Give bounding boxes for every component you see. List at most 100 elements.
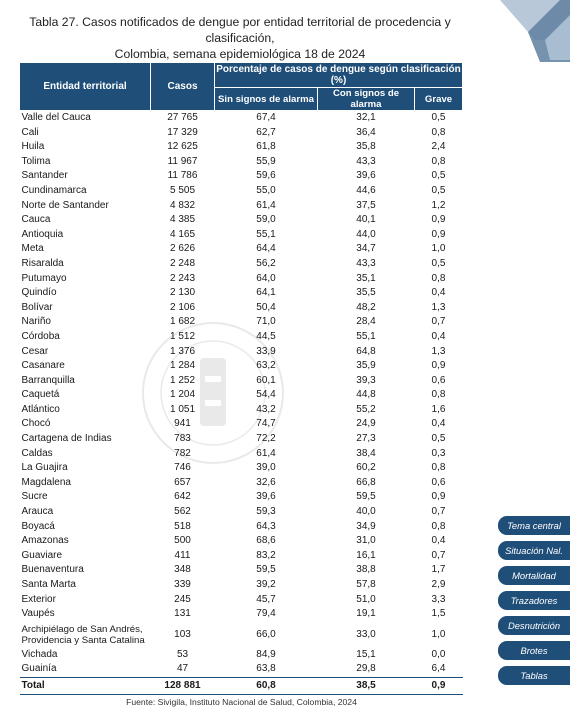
nav-button-brotes[interactable]: Brotes: [498, 641, 570, 660]
con-signos-cell: 35,9: [356, 360, 376, 372]
entity-cell: La Guajira: [21, 462, 68, 474]
table-row: Cartagena de Indias 783 72,2 27,3 0,5: [20, 432, 463, 447]
entity-cell: Cali: [21, 126, 39, 138]
sin-signos-cell: 63,2: [256, 360, 276, 372]
header-grave: Grave: [413, 87, 464, 111]
con-signos-cell: 31,0: [356, 535, 376, 547]
table-row: Chocó 941 74,7 24,9 0,4: [20, 417, 463, 432]
cases-cell: 2 106: [169, 301, 196, 313]
nav-button-mortalidad[interactable]: Mortalidad: [498, 566, 570, 585]
table-row: Cali 17 329 62,7 36,4 0,8: [20, 126, 463, 141]
nav-button-desnutrici-n[interactable]: Desnutrición: [498, 616, 570, 635]
sin-signos-cell: 64,1: [256, 287, 276, 299]
entity-cell: Valle del Cauca: [21, 112, 91, 123]
sin-signos-cell: 61,4: [256, 199, 276, 211]
cases-cell: 1 376: [169, 345, 196, 357]
sin-signos-cell: 59,3: [256, 506, 276, 518]
table-row: Guaviare 411 83,2 16,1 0,7: [20, 549, 463, 564]
nav-button-trazadores[interactable]: Trazadores: [498, 591, 570, 610]
grave-cell: 0,9: [431, 214, 446, 226]
header-con-signos: Con signos de alarma: [317, 87, 415, 111]
cases-cell: 411: [174, 549, 191, 561]
cases-cell: 1 204: [169, 389, 196, 401]
table-row: Arauca 562 59,3 40,0 0,7: [20, 505, 463, 520]
dengue-cases-table: Entidad territorial Casos Porcentaje de …: [19, 62, 464, 695]
grave-cell: 0,8: [431, 520, 446, 532]
table-row: Risaralda 2 248 56,2 43,3 0,5: [20, 257, 463, 272]
cases-cell: 339: [174, 579, 191, 590]
table-row: Guainía 47 63,8 29,8 6,4: [20, 662, 463, 677]
sin-signos-cell: 56,2: [256, 257, 276, 269]
entity-cell: Santa Marta: [21, 579, 76, 590]
sin-signos-cell: 67,4: [256, 112, 276, 123]
entity-cell: Cartagena de Indias: [21, 433, 112, 445]
cases-cell: 1 051: [169, 403, 196, 415]
con-signos-cell: 64,8: [356, 345, 376, 357]
con-signos-cell: 27,3: [356, 433, 376, 445]
entity-cell: Tolima: [21, 155, 51, 167]
sin-signos-cell: 64,3: [256, 520, 276, 532]
con-signos-cell: 32,1: [356, 112, 376, 123]
table-row: Atlántico 1 051 43,2 55,2 1,6: [20, 403, 463, 418]
table-row: Huila 12 625 61,8 35,8 2,4: [20, 140, 463, 155]
sin-signos-cell: 71,0: [256, 316, 276, 328]
table-row: Boyacá 518 64,3 34,9 0,8: [20, 520, 463, 535]
sin-signos-cell: 60,8: [214, 676, 318, 695]
grave-cell: 0,5: [431, 257, 446, 269]
entity-cell: Archipiélago de San Andrés, Providencia …: [21, 623, 145, 646]
entity-cell: Casanare: [21, 360, 65, 372]
con-signos-cell: 29,8: [356, 663, 376, 675]
cases-cell: 518: [174, 520, 191, 532]
grave-cell: 0,5: [431, 112, 446, 123]
cases-cell: 941: [174, 418, 191, 430]
con-signos-cell: 36,4: [356, 126, 376, 138]
con-signos-cell: 16,1: [356, 549, 376, 561]
entity-cell: Vichada: [21, 648, 58, 660]
con-signos-cell: 43,3: [356, 257, 376, 269]
con-signos-cell: 34,9: [356, 520, 376, 532]
grave-cell: 2,4: [431, 141, 446, 153]
table-row: Amazonas 500 68,6 31,0 0,4: [20, 534, 463, 549]
table-row: La Guajira 746 39,0 60,2 0,8: [20, 461, 463, 476]
entity-cell: Arauca: [21, 506, 54, 518]
caption-line-2: Colombia, semana epidemiológica 18 de 20…: [114, 47, 366, 61]
nav-button-situaci-n-nal-[interactable]: Situación Nal.: [498, 541, 570, 560]
grave-cell: 0,7: [431, 506, 446, 518]
con-signos-cell: 40,0: [356, 506, 376, 518]
sin-signos-cell: 55,0: [256, 184, 276, 196]
table-row: Casanare 1 284 63,2 35,9 0,9: [20, 359, 463, 374]
sin-signos-cell: 79,4: [256, 608, 276, 620]
nav-button-tema-central[interactable]: Tema central: [498, 516, 570, 535]
table-row: Vaupés 131 79,4 19,1 1,5: [20, 607, 463, 622]
entity-cell: Boyacá: [21, 520, 55, 532]
cases-cell: 47: [176, 663, 189, 675]
grave-cell: 0,5: [431, 170, 446, 182]
entity-cell: Guaviare: [21, 549, 63, 561]
grave-cell: 0,7: [431, 549, 446, 561]
table-row: Caquetá 1 204 54,4 44,8 0,8: [20, 388, 463, 403]
table-row: Sucre 642 39,6 59,5 0,9: [20, 490, 463, 505]
table-row: Meta 2 626 64,4 34,7 1,0: [20, 242, 463, 257]
entity-cell: Vaupés: [21, 608, 55, 620]
table-row: Córdoba 1 512 44,5 55,1 0,4: [20, 330, 463, 345]
cases-cell: 12 625: [167, 141, 198, 153]
sin-signos-cell: 64,4: [256, 243, 276, 255]
sin-signos-cell: 59,0: [256, 214, 276, 226]
table-row: Valle del Cauca 27 765 67,4 32,1 0,5: [20, 111, 463, 126]
grave-cell: 0,9: [431, 491, 446, 503]
con-signos-cell: 57,8: [356, 579, 376, 590]
entity-cell: Meta: [21, 243, 44, 255]
grave-cell: 0,3: [431, 447, 446, 459]
con-signos-cell: 35,5: [356, 287, 376, 299]
entity-cell: Atlántico: [21, 403, 60, 415]
sin-signos-cell: 32,6: [256, 476, 276, 488]
con-signos-cell: 33,0: [356, 629, 376, 641]
sin-signos-cell: 74,7: [256, 418, 276, 430]
con-signos-cell: 38,8: [356, 564, 376, 576]
table-row: Exterior 245 45,7 51,0 3,3: [20, 593, 463, 608]
nav-button-tablas[interactable]: Tablas: [498, 666, 570, 685]
caption-line-1: Tabla 27. Casos notificados de dengue po…: [29, 15, 451, 45]
sin-signos-cell: 39,6: [256, 491, 276, 503]
grave-cell: 6,4: [431, 663, 446, 675]
table-row: Quindío 2 130 64,1 35,5 0,4: [20, 286, 463, 301]
